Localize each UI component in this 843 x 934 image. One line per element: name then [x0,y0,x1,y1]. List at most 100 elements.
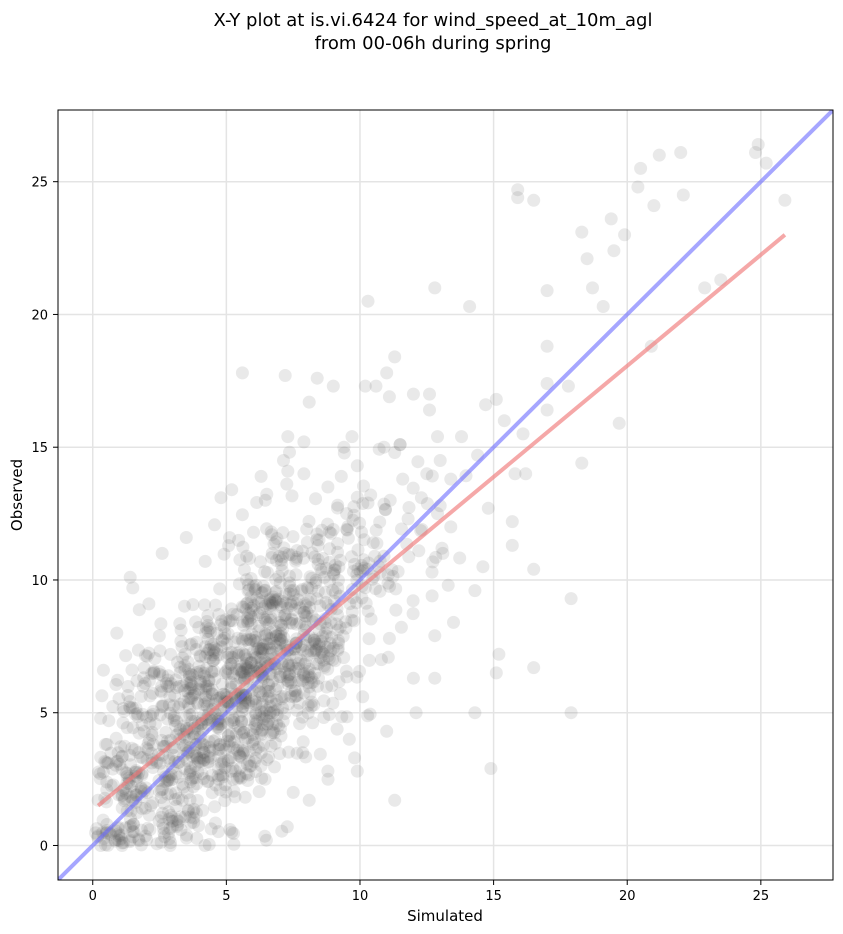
data-point [269,629,283,643]
data-point [263,613,277,627]
data-point [93,772,107,786]
data-point [178,599,191,613]
data-point [284,689,298,703]
data-point [170,820,184,833]
data-point [234,771,248,785]
data-point [505,538,519,552]
chart-title: X-Y plot at is.vi.6424 for wind_speed_at… [214,10,653,31]
data-point [251,608,265,622]
data-point [374,653,388,667]
data-point [293,717,307,731]
data-point [138,801,152,815]
y-tick-label: 10 [31,574,48,589]
data-point [311,553,325,567]
data-point [290,550,304,564]
data-point [268,736,282,750]
data-point [170,813,184,826]
data-point [218,666,232,680]
data-point [305,676,318,690]
data-point [269,595,283,609]
data-point [153,667,166,681]
data-point [115,789,129,803]
data-point [164,787,178,800]
data-point [136,751,149,765]
data-point [301,665,315,678]
data-point [275,558,289,571]
data-point [185,678,198,692]
data-point [305,695,318,709]
data-point [249,707,263,721]
data-point [192,659,206,673]
data-point [564,592,578,606]
data-point [280,670,294,684]
data-point [117,836,130,850]
data-point [238,732,252,746]
data-point [161,669,175,683]
data-point [182,682,196,696]
data-point [305,581,319,595]
data-point [167,713,181,727]
data-point [221,729,235,743]
data-point [211,825,225,839]
data-point [321,517,335,531]
data-point [241,584,255,598]
data-point [193,755,207,769]
data-point [124,804,138,818]
data-point [200,699,214,713]
data-point [124,758,138,772]
data-point [332,675,346,689]
data-point [332,636,345,650]
data-point [176,679,190,693]
data-point [184,816,198,830]
data-point [317,711,331,724]
data-point [647,199,661,213]
data-point [339,621,353,635]
data-point [241,578,255,592]
data-point [219,785,233,799]
data-point [276,701,289,715]
data-point [306,716,320,730]
y-tick-label: 0 [40,839,48,854]
data-point [186,805,200,819]
data-point [273,670,287,684]
data-point [377,440,391,454]
data-point [381,576,395,590]
data-point [612,416,626,430]
data-point [236,615,250,629]
data-point [212,772,226,786]
data-point [219,665,233,678]
data-point [205,687,219,701]
y-axis-label: Observed [8,459,26,531]
data-point [154,617,168,631]
data-point [126,817,140,831]
data-point [297,666,311,680]
data-point [232,746,246,760]
data-point [233,722,247,736]
data-point [178,659,192,673]
data-point [350,490,364,504]
data-point [383,579,396,593]
data-point [127,785,141,799]
data-point [224,764,238,778]
data-point [213,783,227,797]
data-point [251,642,264,656]
data-point [406,387,420,401]
data-point [316,630,330,643]
data-point [290,544,304,558]
data-point [484,762,498,775]
data-point [260,753,274,767]
data-point [132,746,146,760]
data-point [219,743,233,756]
data-point [255,642,269,656]
data-point [519,467,533,481]
data-point [330,722,344,736]
data-point [406,481,420,495]
data-point [163,839,177,852]
data-point [245,694,259,708]
data-point [481,501,495,515]
data-point [252,685,266,698]
data-point [254,642,268,656]
data-point [260,615,274,629]
data-point [180,710,194,724]
data-point [241,616,255,630]
